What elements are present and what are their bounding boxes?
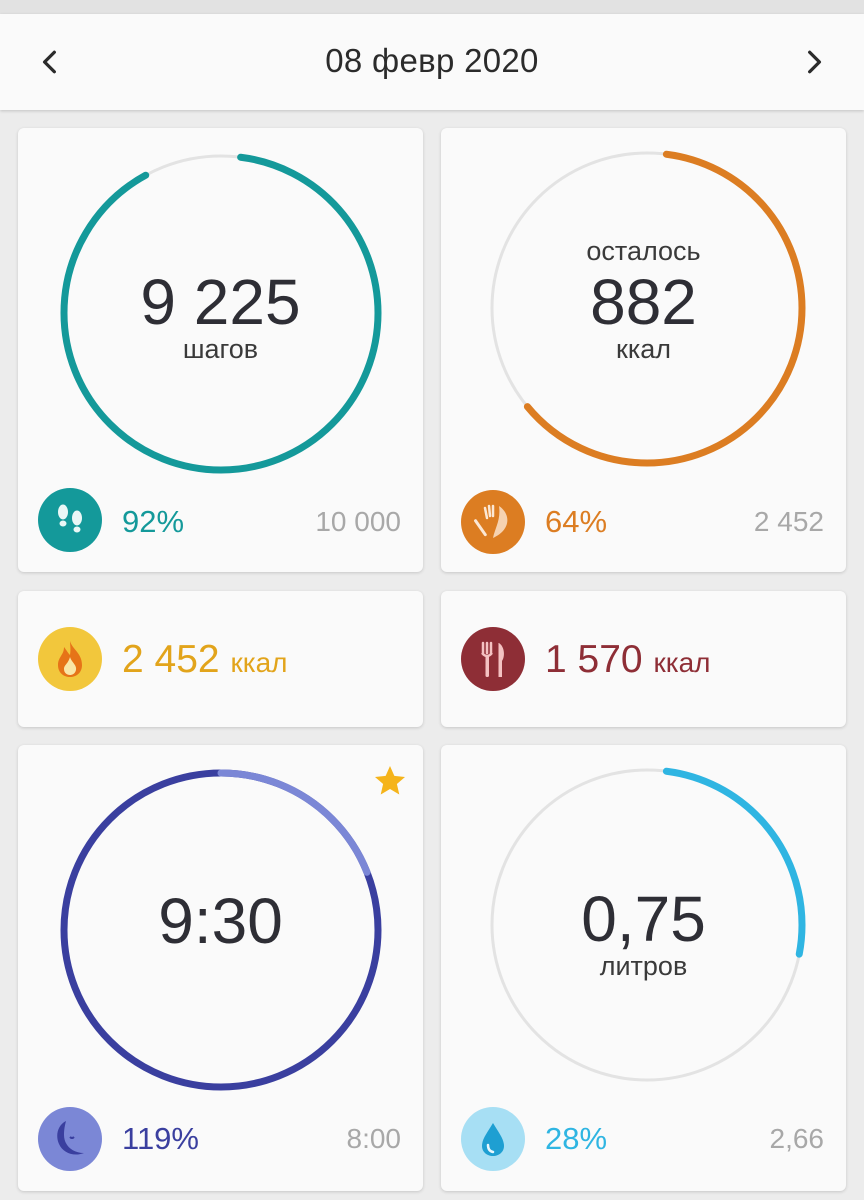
burned-calories-number: 2 452 xyxy=(122,638,220,681)
water-progress-arc xyxy=(488,766,806,1084)
calories-percent: 64% xyxy=(545,504,608,539)
eaten-calories-unit: ккал xyxy=(653,647,711,678)
calories-remaining-card[interactable]: осталось 882 ккал 64% 2 452 xyxy=(441,128,846,572)
water-percent: 28% xyxy=(545,1121,608,1156)
burned-calories-unit: ккал xyxy=(230,647,288,678)
water-value: 0,75 xyxy=(581,883,706,955)
sleep-goal: 8:00 xyxy=(346,1123,402,1154)
eaten-calories-card[interactable]: 1 570 ккал xyxy=(441,591,846,727)
water-progress-ring xyxy=(488,766,806,1084)
calories-goal: 2 452 xyxy=(753,506,824,537)
moon-icon xyxy=(38,1107,102,1171)
water-card[interactable]: 0,75 литров 28% 2,66 xyxy=(441,745,846,1191)
steps-value: 9 225 xyxy=(140,266,301,338)
sleep-progress-ring xyxy=(60,769,382,1091)
footprints-icon xyxy=(38,488,102,552)
chevron-left-icon xyxy=(42,50,56,74)
sleep-progress-extra-arc xyxy=(60,769,382,1091)
calories-progress-arc xyxy=(488,149,806,467)
water-label: литров xyxy=(599,951,688,981)
date-title[interactable]: 08 февр 2020 xyxy=(325,42,539,79)
calories-progress-ring xyxy=(488,149,806,467)
steps-percent: 92% xyxy=(122,504,185,539)
sleep-value: 9:30 xyxy=(158,885,283,957)
star-icon xyxy=(375,766,405,795)
burned-calories-value: 2 452 ккал xyxy=(122,638,287,685)
burned-calories-card[interactable]: 2 452 ккал xyxy=(18,591,423,727)
fork-leaf-icon xyxy=(461,490,525,554)
calories-remaining-prefix: осталось xyxy=(586,236,701,266)
water-goal: 2,66 xyxy=(769,1123,825,1154)
steps-card[interactable]: 9 225 шагов 92% 10 000 xyxy=(18,128,423,572)
previous-day-button[interactable] xyxy=(26,38,74,86)
chevron-right-icon xyxy=(808,50,822,74)
steps-label: шагов xyxy=(182,334,259,364)
fork-knife-icon xyxy=(461,627,525,691)
next-day-button[interactable] xyxy=(790,38,838,86)
calories-remaining-value: 882 xyxy=(590,266,697,338)
eaten-calories-value: 1 570 ккал xyxy=(545,638,710,685)
calories-remaining-unit: ккал xyxy=(616,334,671,364)
date-header: 08 февр 2020 xyxy=(0,14,864,110)
status-strip xyxy=(0,0,864,14)
steps-progress-ring xyxy=(60,152,382,474)
steps-progress-arc xyxy=(60,152,382,474)
sleep-percent: 119% xyxy=(122,1121,199,1156)
flame-icon xyxy=(38,627,102,691)
water-drop-icon xyxy=(461,1107,525,1171)
sleep-card[interactable]: 9:30 119% 8:00 xyxy=(18,745,423,1191)
eaten-calories-number: 1 570 xyxy=(545,638,643,681)
steps-goal: 10 000 xyxy=(315,506,401,537)
